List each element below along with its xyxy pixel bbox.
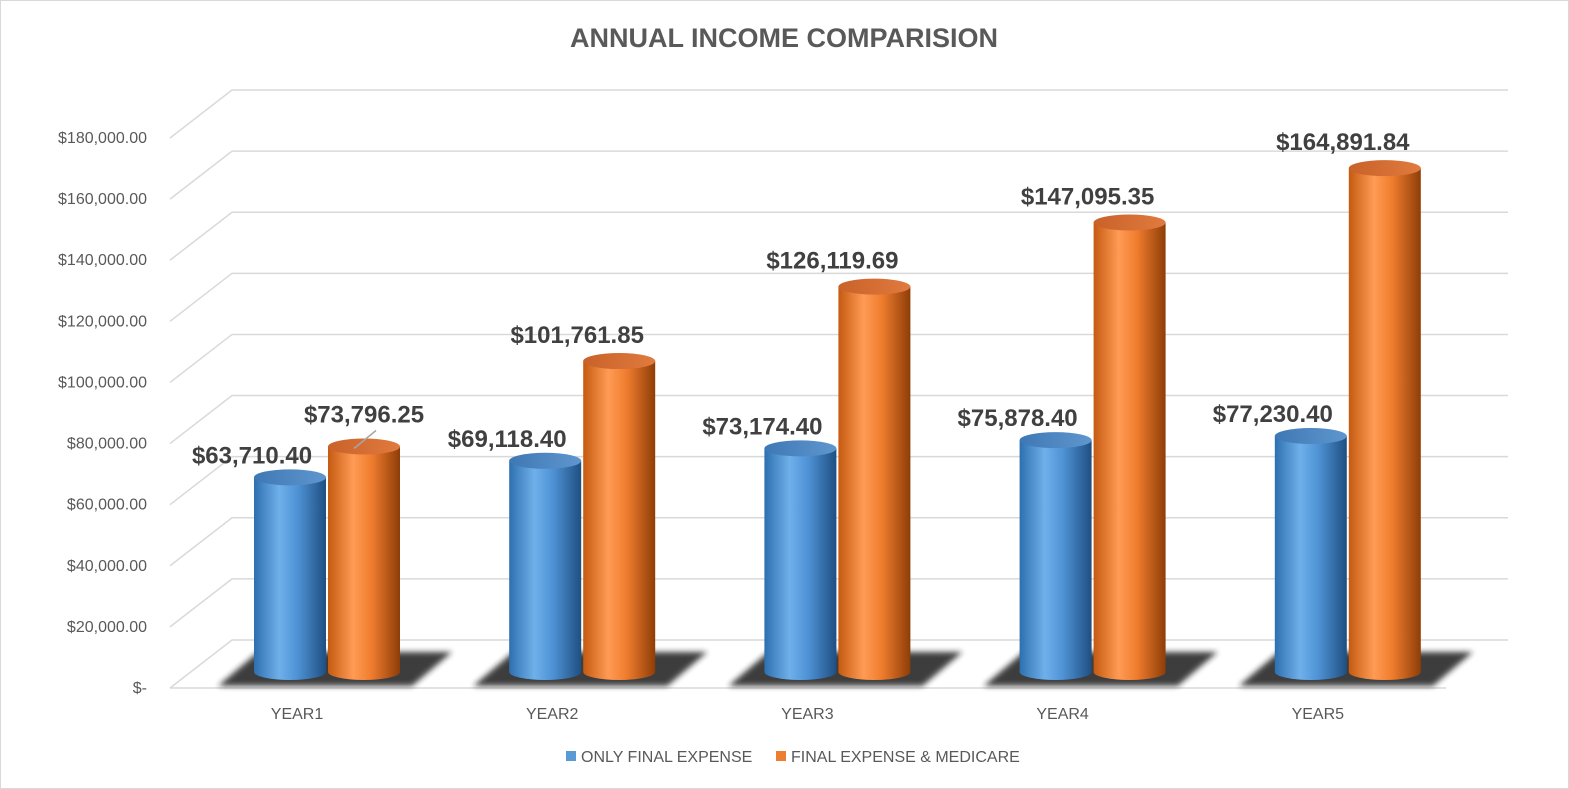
gridline <box>169 333 1508 384</box>
bar-final-expense-medicare <box>328 438 400 680</box>
gridline <box>169 89 1508 139</box>
data-label: $164,891.84 <box>1276 129 1410 156</box>
y-tick-label: $80,000.00 <box>67 436 147 453</box>
bar-body <box>509 460 582 680</box>
x-tick-label: YEAR1 <box>271 706 324 723</box>
bar-body <box>838 286 911 680</box>
legend-item-series-2: FINAL EXPENSE & MEDICARE <box>776 749 1020 766</box>
bar-top <box>838 278 911 295</box>
data-label: $77,230.40 <box>1213 401 1333 428</box>
bar-top <box>764 440 837 457</box>
bar-top <box>1274 428 1347 445</box>
bar-only-final-expense <box>1274 428 1347 680</box>
legend-item-series-1: ONLY FINAL EXPENSE <box>566 749 752 766</box>
y-tick-label: $100,000.00 <box>58 374 147 391</box>
y-tick-label: $- <box>133 680 147 697</box>
bar-only-final-expense <box>509 452 582 680</box>
bar-final-expense-medicare <box>838 278 911 680</box>
x-axis: YEAR1 YEAR2 YEAR3 YEAR4 YEAR5 <box>271 706 1344 723</box>
bar-body <box>764 448 837 680</box>
bar-final-expense-medicare <box>1348 160 1421 680</box>
data-label: $63,710.40 <box>192 442 312 469</box>
x-tick-label: YEAR2 <box>526 706 579 723</box>
data-label: $69,118.40 <box>448 426 567 453</box>
y-tick-label: $60,000.00 <box>67 497 147 514</box>
y-tick-label: $120,000.00 <box>58 313 147 330</box>
data-label: $101,761.85 <box>510 322 643 349</box>
bar-body <box>583 361 656 680</box>
data-label: $126,119.69 <box>766 248 898 275</box>
bar-top <box>1019 432 1092 449</box>
y-tick-label: $40,000.00 <box>67 558 147 575</box>
legend-swatch-series-1 <box>566 751 576 761</box>
bar-body <box>254 477 326 680</box>
data-labels: $63,710.40 $73,796.25 $69,118.40 $101,761.8… <box>192 129 1410 469</box>
bar-top <box>1093 214 1166 231</box>
bar-top <box>583 353 656 370</box>
y-tick-label: $180,000.00 <box>58 130 147 147</box>
bar-body <box>1274 436 1347 680</box>
bar-only-final-expense <box>1019 432 1092 680</box>
y-tick-label: $20,000.00 <box>67 619 147 636</box>
bar-body <box>1348 168 1421 680</box>
legend: ONLY FINAL EXPENSE FINAL EXPENSE & MEDIC… <box>566 749 1020 766</box>
bar-final-expense-medicare <box>1093 214 1166 680</box>
bar-top <box>254 469 326 486</box>
bar-body <box>1019 440 1092 680</box>
y-tick-label: $160,000.00 <box>58 191 147 208</box>
bar-body <box>328 446 400 680</box>
legend-label-series-2: FINAL EXPENSE & MEDICARE <box>791 749 1020 766</box>
gridline <box>169 150 1508 200</box>
bars <box>254 160 1421 680</box>
bar-only-final-expense <box>254 469 326 680</box>
y-tick-label: $140,000.00 <box>58 252 147 269</box>
x-tick-label: YEAR3 <box>781 706 834 723</box>
gridline <box>169 272 1508 322</box>
data-label: $73,174.40 <box>702 413 822 440</box>
legend-label-series-1: ONLY FINAL EXPENSE <box>581 749 752 766</box>
chart-title: ANNUAL INCOME COMPARISION <box>570 23 998 53</box>
bar-top <box>1348 160 1421 177</box>
bar-top <box>509 452 582 469</box>
data-label: $73,796.25 <box>304 402 424 429</box>
bar-body <box>1093 222 1166 680</box>
x-tick-label: YEAR4 <box>1036 706 1089 723</box>
leader-line <box>353 429 377 450</box>
x-tick-label: YEAR5 <box>1292 706 1345 723</box>
bar-only-final-expense <box>764 440 837 680</box>
bar-top <box>328 438 400 455</box>
gridline <box>169 394 1508 445</box>
bar-final-expense-medicare <box>583 353 656 680</box>
data-label: $147,095.35 <box>1021 184 1154 211</box>
data-label: $75,878.40 <box>958 405 1078 432</box>
y-axis: $- $20,000.00 $40,000.00 $60,000.00 $80,000.… <box>58 130 147 697</box>
legend-swatch-series-2 <box>776 751 786 761</box>
gridline <box>169 211 1508 261</box>
